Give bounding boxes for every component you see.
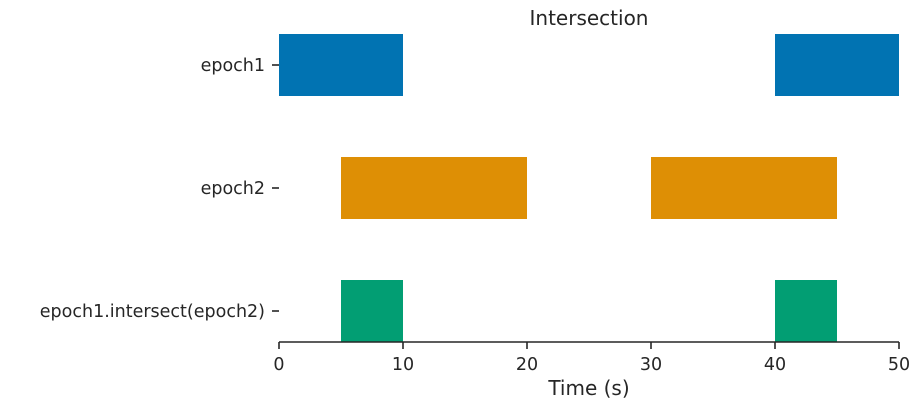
x-tick-label: 30 [640, 355, 662, 375]
bar-epoch2-1 [341, 157, 527, 219]
bar-epoch2-2 [651, 157, 837, 219]
y-axis-ticks: epoch1 epoch2 epoch1.intersect(epoch2) [40, 56, 279, 322]
y-tick-label: epoch1 [201, 56, 265, 76]
bar-epoch1-intersect-epoch2-2 [775, 280, 837, 342]
bar-epoch1-intersect-epoch2-1 [341, 280, 403, 342]
x-axis: 0 10 20 30 40 50 [273, 341, 910, 375]
x-tick-label: 20 [516, 355, 538, 375]
bar-epoch1-2 [775, 34, 899, 96]
x-tick-label: 40 [764, 355, 786, 375]
x-tick-label: 50 [888, 355, 910, 375]
bar-epoch1-1 [279, 34, 403, 96]
chart-title: Intersection [530, 6, 649, 30]
x-tick-label: 10 [392, 355, 414, 375]
x-axis-label: Time (s) [547, 376, 629, 400]
y-tick-label: epoch2 [201, 179, 265, 199]
x-tick-label: 0 [273, 355, 284, 375]
y-tick-label: epoch1.intersect(epoch2) [40, 302, 265, 322]
interval-bars [279, 34, 899, 342]
